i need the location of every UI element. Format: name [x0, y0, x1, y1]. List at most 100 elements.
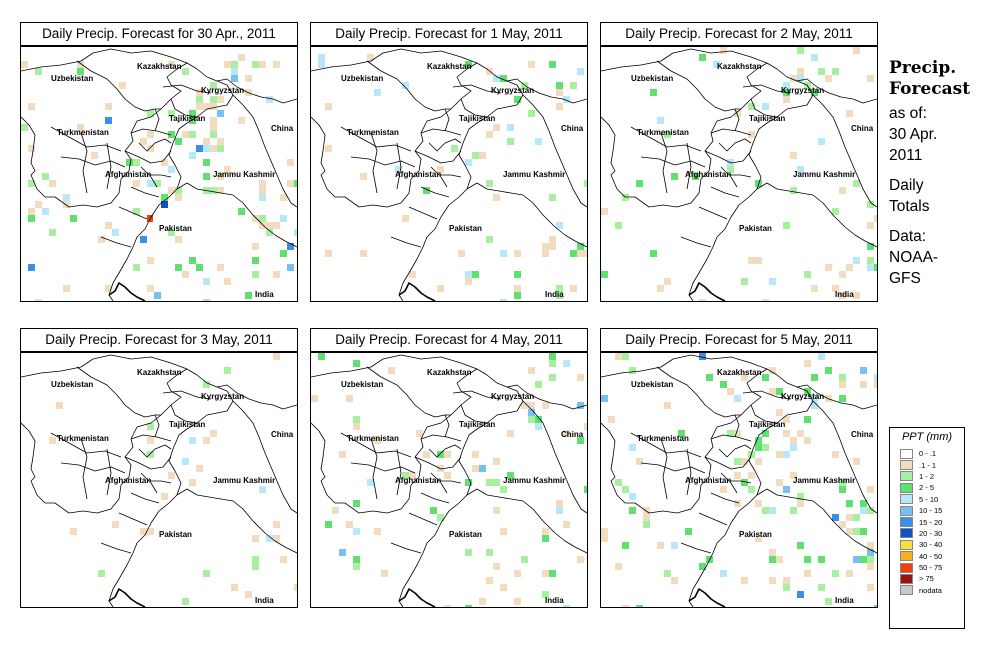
precip-cell: [650, 250, 657, 257]
country-label-uzbekistan: Uzbekistan: [51, 380, 93, 389]
precip-cell: [465, 549, 472, 556]
country-label-kazakhstan: Kazakhstan: [717, 368, 762, 377]
precip-cell: [528, 416, 535, 423]
precip-cell: [839, 187, 846, 194]
border-line: [366, 366, 451, 418]
precip-cell: [353, 528, 360, 535]
country-label-tajikistan: Tajikistan: [169, 114, 205, 123]
border-line: [466, 182, 587, 248]
precip-cell: [860, 528, 867, 535]
precip-cell: [839, 381, 846, 388]
panel-title: Daily Precip. Forecast for 3 May, 2011: [20, 328, 298, 352]
country-borders: [21, 354, 297, 607]
precip-cell: [734, 395, 741, 402]
legend-swatch: [900, 460, 913, 471]
precip-cell: [140, 528, 147, 535]
precip-cell: [332, 507, 339, 514]
precip-cell: [839, 374, 846, 381]
precip-cell: [140, 236, 147, 243]
precip-cell: [196, 103, 203, 110]
precip-cell: [486, 577, 493, 584]
precip-cell: [748, 472, 755, 479]
precip-cell: [91, 152, 98, 159]
precip-cell: [63, 201, 70, 208]
precip-cell: [500, 528, 507, 535]
precip-cell: [783, 96, 790, 103]
border-line: [311, 354, 478, 378]
precip-cell: [741, 479, 748, 486]
border-line: [311, 48, 478, 72]
precip-cell: [839, 271, 846, 278]
precip-cell: [671, 542, 678, 549]
precip-cell: [622, 542, 629, 549]
precip-cell: [154, 292, 161, 299]
precip-cell: [189, 152, 196, 159]
precip-cell: [210, 145, 217, 152]
precip-cell: [493, 75, 500, 82]
precip-cell: [168, 187, 175, 194]
precip-cell: [790, 507, 797, 514]
country-label-china: China: [851, 430, 874, 439]
precip-cell: [549, 61, 556, 68]
precip-cell: [622, 353, 629, 360]
legend-label: .1 - 1: [919, 460, 937, 470]
legend-label: 15 - 20: [919, 517, 943, 527]
precip-cell: [853, 180, 860, 187]
precip-cell: [245, 75, 252, 82]
border-line: [601, 62, 814, 301]
legend-item: 0 - .1: [900, 448, 964, 459]
legend-swatch: [900, 448, 913, 459]
precip-cell: [811, 395, 818, 402]
precip-cell: [182, 68, 189, 75]
precip-cell: [832, 208, 839, 215]
country-label-jammu-kashmir: Jammu Kashmir: [213, 170, 275, 179]
precip-cell: [217, 138, 224, 145]
precip-cell: [77, 61, 84, 68]
legend-label: 30 - 40: [919, 540, 943, 550]
precip-cell: [147, 528, 154, 535]
precip-cell: [28, 103, 35, 110]
precip-cell: [514, 570, 521, 577]
panel-title: Daily Precip. Forecast for 1 May, 2011: [310, 22, 588, 46]
precip-cell: [70, 215, 77, 222]
border-line: [390, 482, 450, 554]
legend-item: nodata: [900, 585, 964, 596]
precip-cell: [224, 367, 231, 374]
border-line: [21, 62, 234, 301]
country-label-pakistan: Pakistan: [449, 224, 482, 233]
as-of-date-1: 30 Apr.: [889, 126, 938, 143]
precip-cell: [210, 124, 217, 131]
border-line: [366, 60, 451, 112]
precip-cell: [577, 68, 584, 75]
precip-cell: [748, 103, 755, 110]
precip-cell: [161, 493, 168, 500]
precip-cell: [458, 250, 465, 257]
precip-cell: [259, 215, 266, 222]
border-line: [50, 126, 172, 194]
border-line: [630, 432, 752, 500]
precip-cell: [493, 458, 500, 465]
precip-cell: [98, 236, 105, 243]
precip-cell: [210, 131, 217, 138]
legend-swatch: [900, 539, 913, 550]
country-label-turkmenistan: Turkmenistan: [57, 434, 109, 443]
precip-cell: [500, 486, 507, 493]
precip-cell: [182, 458, 189, 465]
precip-cell: [804, 437, 811, 444]
precip-cell: [77, 68, 84, 75]
precip-cell: [273, 353, 280, 360]
precip-cell: [252, 243, 259, 250]
precip-cell: [287, 159, 294, 166]
precip-cell: [755, 458, 762, 465]
precip-cell: [556, 222, 563, 229]
precip-cell: [409, 472, 416, 479]
precip-cell: [549, 570, 556, 577]
precip-cell: [147, 423, 154, 430]
country-borders: [311, 354, 587, 607]
precip-cell: [238, 54, 245, 61]
precip-cell: [28, 215, 35, 222]
precip-cell: [832, 285, 839, 292]
precip-cell: [28, 208, 35, 215]
